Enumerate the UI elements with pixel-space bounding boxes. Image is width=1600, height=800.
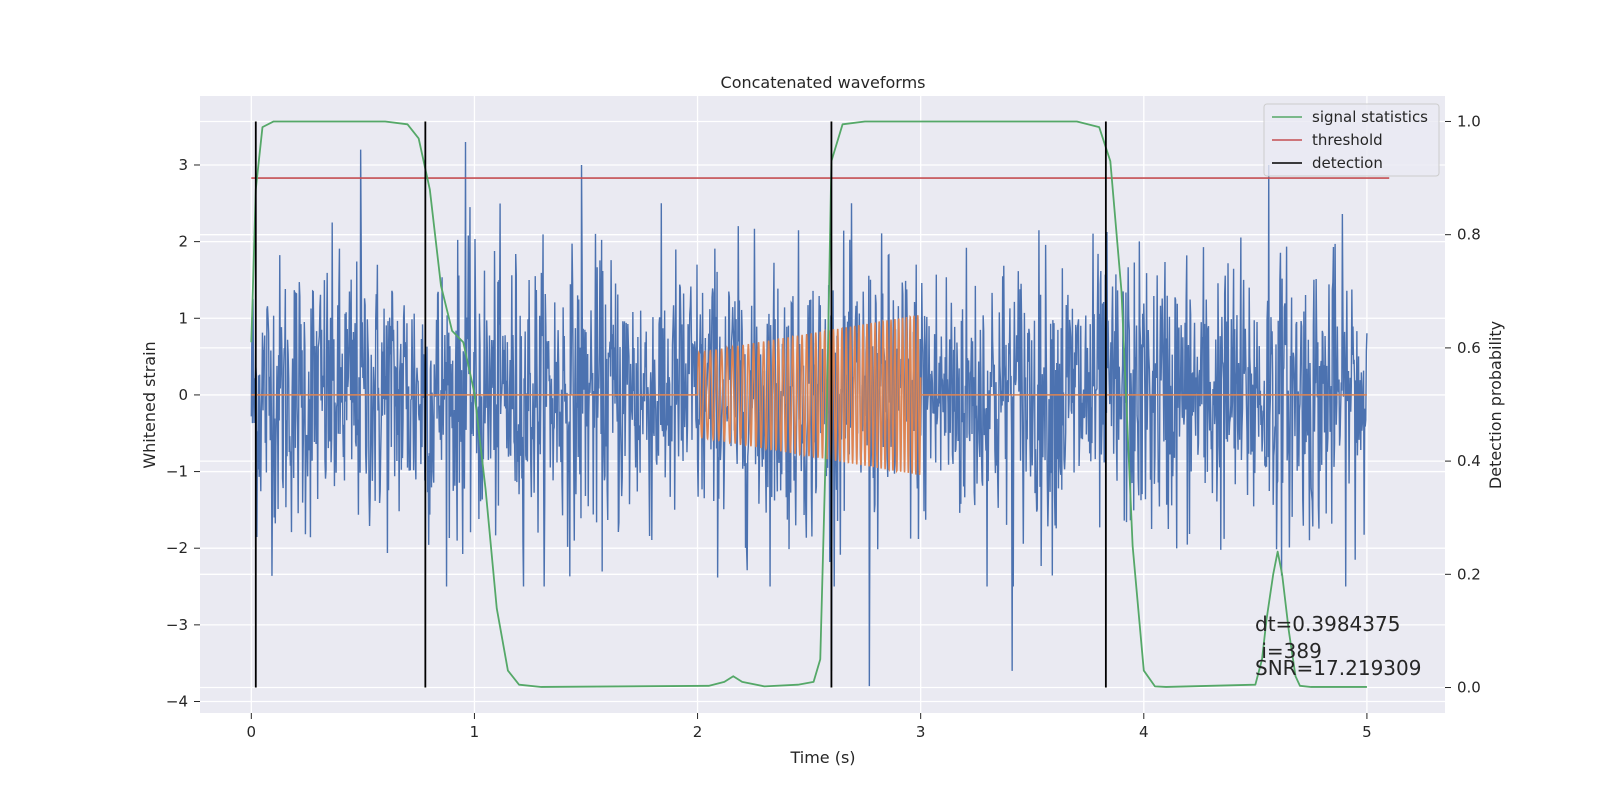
- y2-tick-label: 0.4: [1457, 452, 1481, 470]
- annotation: dt=0.3984375 i=389 SNR=17.219309: [1255, 612, 1421, 680]
- x-axis-label: Time (s): [789, 748, 855, 767]
- legend-label-signal-statistics: signal statistics: [1312, 108, 1428, 126]
- x-tick-label: 4: [1139, 723, 1149, 741]
- y-axis-label: Whitened strain: [140, 341, 159, 468]
- y-tick-label: −2: [166, 539, 188, 557]
- annotation-snr: SNR=17.219309: [1255, 656, 1421, 680]
- legend-label-threshold: threshold: [1312, 131, 1383, 149]
- y-tick-label: 3: [178, 156, 188, 174]
- y2-tick-label: 0.6: [1457, 339, 1481, 357]
- y-tick-label: 0: [178, 386, 188, 404]
- x-gridlines: [250, 96, 1368, 713]
- y-tick-label: −4: [166, 693, 188, 711]
- series-whitened-strain: [250, 141, 1368, 687]
- series-signal-statistics: [250, 120, 1367, 688]
- series-layer: [250, 120, 1390, 688]
- legend: signal statistics threshold detection: [1263, 103, 1440, 177]
- y2-tick-label: 1.0: [1457, 112, 1481, 130]
- y2-tick-label: 0.8: [1457, 226, 1481, 244]
- annotation-dt: dt=0.3984375: [1255, 612, 1400, 636]
- y-tick-label: 1: [178, 309, 188, 327]
- y2-axis-label: Detection probability: [1486, 321, 1505, 489]
- y2-tick-label: 0.2: [1457, 565, 1481, 583]
- x-tick-label: 2: [693, 723, 703, 741]
- x-tick-label: 5: [1362, 723, 1372, 741]
- y-tick-label: −3: [166, 616, 188, 634]
- annotation-index: i=389: [1255, 639, 1322, 663]
- y-axis-ticks: −4 −3 −2 −1 0 1 2 3: [166, 156, 200, 711]
- legend-label-detection: detection: [1312, 154, 1383, 172]
- x-axis-ticks: 0 1 2 3 4 5: [247, 713, 1372, 741]
- y-tick-label: −1: [166, 463, 188, 481]
- legend-box: [1263, 103, 1440, 177]
- series-chirp-template: [251, 315, 1367, 475]
- y-tick-label: 2: [178, 233, 188, 251]
- x-tick-label: 1: [470, 723, 480, 741]
- x-tick-label: 0: [247, 723, 257, 741]
- y2-axis-ticks: 0.0 0.2 0.4 0.6 0.8 1.0: [1445, 112, 1481, 697]
- chart-title: Concatenated waveforms: [721, 73, 926, 92]
- y2-tick-label: 0.0: [1457, 679, 1481, 697]
- x-tick-label: 3: [916, 723, 926, 741]
